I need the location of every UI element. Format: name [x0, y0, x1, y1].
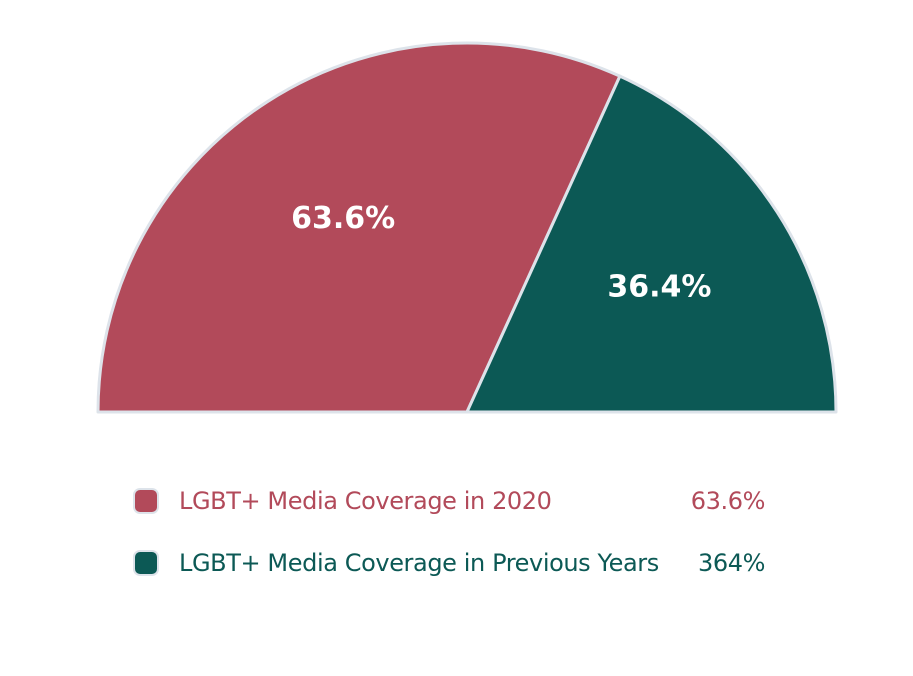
legend-item-2020[interactable]: LGBT+ Media Coverage in 2020 63.6%: [133, 484, 773, 518]
pie-slice-0[interactable]: [96, 41, 622, 414]
legend-value-2020: 63.6%: [690, 487, 766, 515]
legend-label-previous-years: LGBT+ Media Coverage in Previous Years: [179, 549, 659, 577]
pie-slice-1[interactable]: [465, 74, 838, 414]
legend-label-2020: LGBT+ Media Coverage in 2020: [179, 487, 552, 515]
chart-legend: LGBT+ Media Coverage in 2020 63.6% LGBT+…: [133, 484, 773, 608]
slice-labels-layer: 63.6% 36.4%: [291, 201, 711, 305]
slice-label-1: 36.4%: [607, 270, 711, 305]
slice-label-0: 63.6%: [291, 201, 395, 236]
legend-swatch-previous-years: [133, 550, 159, 576]
legend-item-previous-years[interactable]: LGBT+ Media Coverage in Previous Years 3…: [133, 546, 773, 580]
slices-layer: [96, 41, 838, 414]
legend-value-previous-years: 364%: [697, 549, 765, 577]
legend-swatch-2020: [133, 488, 159, 514]
